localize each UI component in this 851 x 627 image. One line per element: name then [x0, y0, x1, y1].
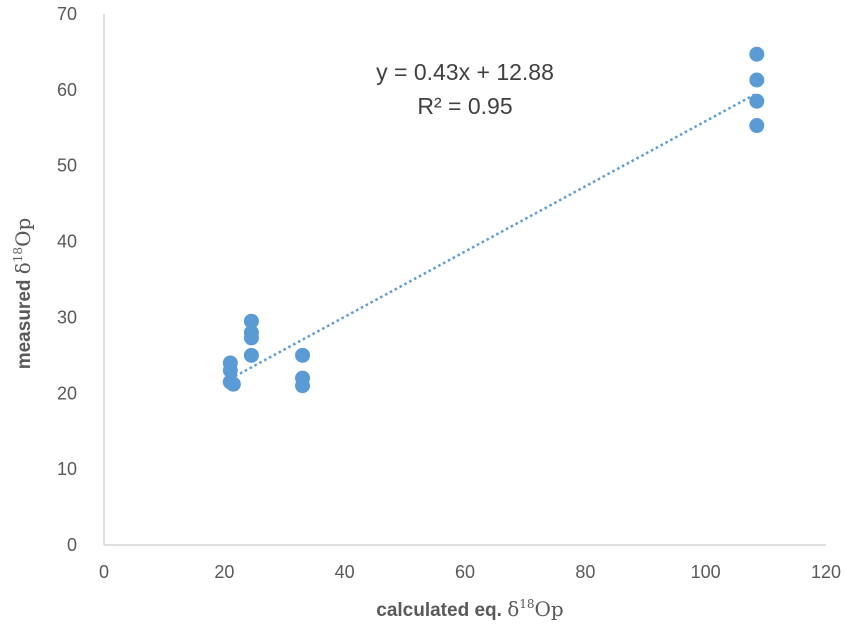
data-point: [295, 347, 311, 363]
y-tick-label: 30: [57, 307, 77, 327]
data-points: [222, 46, 765, 394]
x-axis-title-sup: 18: [519, 597, 534, 611]
y-tick-label: 0: [67, 535, 77, 555]
x-tick-label: 120: [811, 562, 841, 582]
y-tick-label: 70: [57, 4, 77, 24]
data-point: [243, 313, 259, 329]
r-squared-label: R² = 0.95: [417, 93, 512, 119]
x-axis-title-prefix: calculated eq.: [376, 600, 507, 621]
x-tick-label: 0: [99, 562, 109, 582]
data-point: [243, 347, 259, 363]
y-tick-label: 50: [57, 156, 77, 176]
x-axis-title: calculated eq. δ18Op: [376, 597, 563, 621]
data-point: [222, 363, 238, 379]
data-point: [225, 376, 241, 392]
x-axis-title-suffix: Op: [535, 597, 564, 621]
data-point: [749, 72, 765, 88]
y-axis-title-sup: 18: [11, 247, 25, 262]
x-tick-labels: 0 20 40 60 80 100 120: [99, 562, 841, 582]
x-tick-label: 100: [691, 562, 721, 582]
x-tick-label: 60: [455, 562, 475, 582]
y-axis-title-suffix: Op: [11, 218, 35, 247]
data-point: [243, 330, 259, 346]
data-point: [749, 118, 765, 134]
y-tick-label: 40: [57, 232, 77, 252]
y-axis-title-prefix: measured: [14, 274, 35, 369]
trendline: [229, 92, 758, 380]
data-point: [749, 93, 765, 109]
trendline-equation: y = 0.43x + 12.88: [376, 59, 554, 85]
x-tick-label: 80: [575, 562, 595, 582]
y-tick-labels: 0 10 20 30 40 50 60 70: [57, 4, 77, 555]
y-tick-label: 10: [57, 459, 77, 479]
y-axis-title-symbol: δ: [11, 262, 35, 274]
data-point: [749, 46, 765, 62]
x-tick-label: 20: [214, 562, 234, 582]
axes: [103, 14, 826, 546]
x-tick-label: 40: [335, 562, 355, 582]
y-axis-title: measured δ18Op: [11, 218, 35, 370]
data-point: [295, 378, 311, 394]
y-tick-label: 20: [57, 383, 77, 403]
x-axis-title-symbol: δ: [507, 597, 519, 621]
y-tick-label: 60: [57, 80, 77, 100]
